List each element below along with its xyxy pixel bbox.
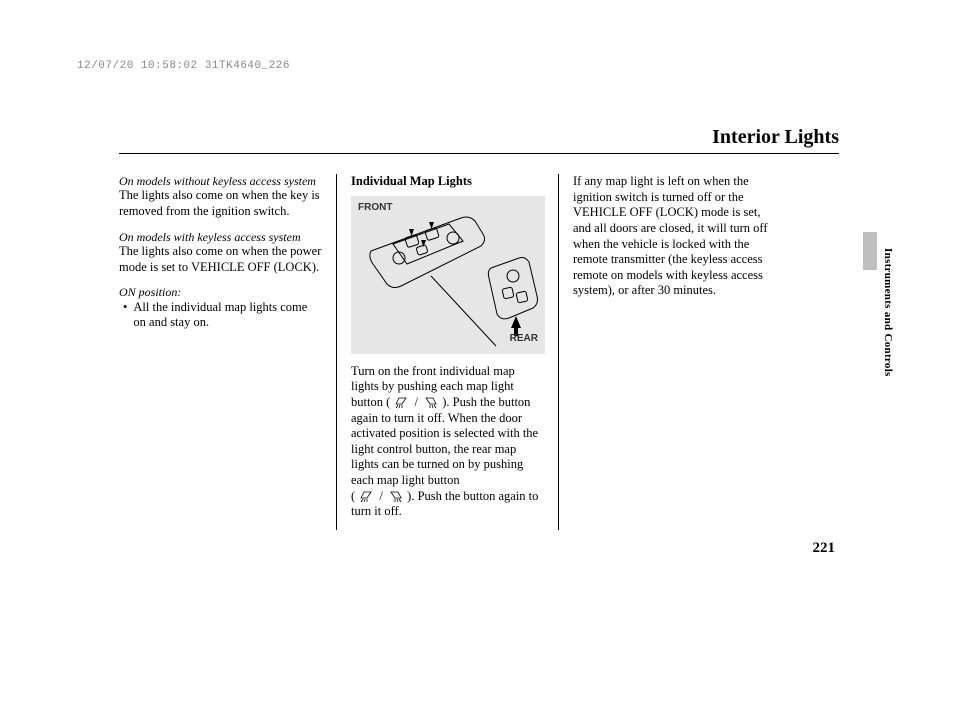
model-note-2: On models with keyless access system bbox=[119, 230, 322, 244]
map-light-right-icon bbox=[421, 398, 439, 408]
text-slash: / bbox=[379, 489, 386, 503]
print-timestamp: 12/07/20 10:58:02 31TK4640_226 bbox=[77, 60, 290, 72]
map-light-right-icon bbox=[386, 492, 404, 502]
text-run: ( bbox=[351, 489, 355, 503]
column-3: If any map light is left on when the ign… bbox=[559, 174, 777, 530]
model-note-1: On models without keyless access system bbox=[119, 174, 322, 188]
paragraph: The lights also come on when the power m… bbox=[119, 244, 322, 275]
bullet-item: • All the individual map lights come on … bbox=[119, 300, 322, 331]
subheading: Individual Map Lights bbox=[351, 174, 544, 190]
column-2: Individual Map Lights FRONT REAR bbox=[337, 174, 559, 530]
section-tab-label: Instruments and Controls bbox=[882, 248, 894, 377]
map-light-left-icon bbox=[393, 398, 411, 408]
bullet-text: All the individual map lights come on an… bbox=[133, 300, 322, 331]
figure-label-rear: REAR bbox=[510, 333, 538, 346]
map-lights-figure: FRONT REAR bbox=[351, 196, 545, 354]
page-content: Interior Lights On models without keyles… bbox=[119, 126, 839, 530]
paragraph: The lights also come on when the key is … bbox=[119, 188, 322, 219]
page-title: Interior Lights bbox=[712, 126, 839, 148]
text-slash: / bbox=[414, 395, 421, 409]
section-tab-marker bbox=[863, 232, 877, 270]
paragraph: If any map light is left on when the ign… bbox=[573, 174, 777, 299]
body-columns: On models without keyless access system … bbox=[119, 174, 839, 530]
page-number: 221 bbox=[813, 540, 836, 557]
figure-label-front: FRONT bbox=[358, 202, 392, 215]
on-position-note: ON position: bbox=[119, 285, 322, 299]
map-light-left-icon bbox=[358, 492, 376, 502]
column-1: On models without keyless access system … bbox=[119, 174, 337, 530]
bullet-dot-icon: • bbox=[123, 300, 127, 331]
title-bar: Interior Lights bbox=[119, 126, 839, 154]
map-light-diagram-icon bbox=[351, 196, 545, 354]
paragraph: Turn on the front individual map lights … bbox=[351, 364, 544, 520]
